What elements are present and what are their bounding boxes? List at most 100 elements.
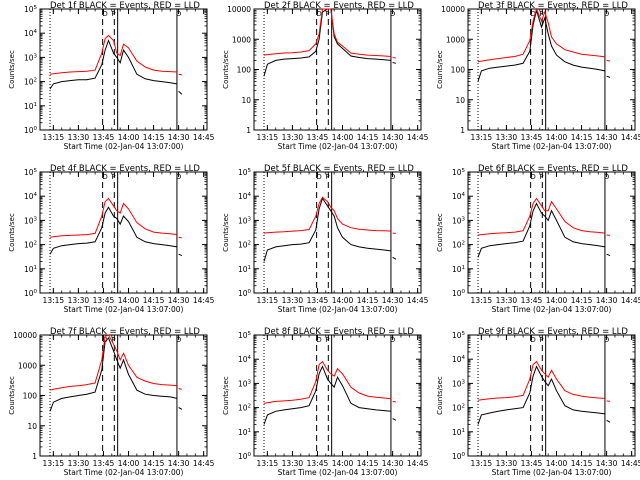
y-tick-label: 102 <box>24 78 37 87</box>
plot-frame <box>467 334 636 457</box>
x-tick-label: 13:15 <box>471 133 493 142</box>
x-tick-label: 14:45 <box>621 133 640 142</box>
series-events-line <box>263 365 397 425</box>
y-tick-label: 105 <box>24 168 38 177</box>
y-tick-label: 104 <box>24 192 38 201</box>
y-axis-label: Counts/sec <box>436 50 444 89</box>
x-tick-label: 14:00 <box>332 459 354 468</box>
x-axis-label: Start Time (02-Jan-04 13:07:00) <box>278 142 398 151</box>
x-tick-label: 13:15 <box>471 296 493 305</box>
x-tick-label: 14:45 <box>621 459 640 468</box>
period-marker: D <box>604 336 609 344</box>
period-marker: P <box>111 173 115 181</box>
x-tick-label: 14:15 <box>571 296 593 305</box>
y-tick-label: 1 <box>460 126 465 135</box>
period-marker: D <box>176 10 181 18</box>
x-tick-label: 14:30 <box>382 459 404 468</box>
period-marker: D <box>176 336 181 344</box>
x-tick-label: 13:15 <box>257 459 279 468</box>
x-axis-label: Start Time (02-Jan-04 13:07:00) <box>492 468 612 477</box>
y-tick-label: 103 <box>24 216 38 225</box>
y-tick-label: 103 <box>238 216 252 225</box>
x-tick-label: 14:15 <box>143 296 165 305</box>
x-tick-label: 13:45 <box>93 459 115 468</box>
y-tick-label: 105 <box>238 168 252 177</box>
plot-frame <box>253 171 422 294</box>
period-marker: D <box>530 10 535 18</box>
x-tick-label: 13:45 <box>521 296 543 305</box>
x-tick-label: 13:15 <box>257 133 279 142</box>
y-tick-label: 100 <box>23 392 38 401</box>
x-tick-label: 13:30 <box>68 296 90 305</box>
x-tick-label: 14:30 <box>382 133 404 142</box>
y-tick-label: 100 <box>24 289 38 298</box>
period-marker: D <box>176 173 181 181</box>
period-marker: D <box>316 10 321 18</box>
series-lld-line <box>477 197 611 236</box>
period-marker: D <box>604 10 609 18</box>
x-tick-label: 14:45 <box>407 133 429 142</box>
x-tick-label: 13:15 <box>43 133 65 142</box>
y-tick-label: 101 <box>238 265 251 274</box>
y-tick-label: 105 <box>452 331 466 340</box>
x-tick-label: 13:15 <box>257 296 279 305</box>
x-tick-label: 13:15 <box>43 296 65 305</box>
y-tick-label: 101 <box>238 428 251 437</box>
panel-5: Det 5f BLACK = Events, RED = LLD 100 101 10… <box>222 164 429 314</box>
y-axis-label: Counts/sec <box>436 213 444 252</box>
x-tick-label: 13:30 <box>282 133 304 142</box>
x-tick-label: 14:45 <box>407 296 429 305</box>
y-axis-label: Counts/sec <box>436 376 444 415</box>
x-tick-label: 13:45 <box>307 133 329 142</box>
x-tick-label: 13:30 <box>68 459 90 468</box>
x-tick-label: 14:00 <box>546 296 568 305</box>
y-tick-label: 105 <box>24 5 38 14</box>
x-tick-label: 13:30 <box>282 459 304 468</box>
y-axis-label: Counts/sec <box>8 50 16 89</box>
chart-title: Det 1f BLACK = Events, RED = LLD <box>50 1 200 11</box>
y-tick-label: 100 <box>451 66 466 75</box>
series-lld-line <box>49 197 182 239</box>
period-marker: D <box>390 336 395 344</box>
x-tick-label: 13:15 <box>471 459 493 468</box>
x-tick-label: 14:45 <box>193 296 215 305</box>
y-axis-label: Counts/sec <box>222 50 230 89</box>
period-marker: D <box>530 173 535 181</box>
x-tick-label: 13:30 <box>282 296 304 305</box>
x-tick-label: 14:45 <box>193 459 215 468</box>
period-marker: D <box>530 336 535 344</box>
series-lld-line <box>263 196 396 234</box>
x-tick-label: 14:30 <box>596 296 618 305</box>
x-tick-label: 13:45 <box>307 459 329 468</box>
y-tick-label: 1 <box>246 126 251 135</box>
x-tick-label: 14:30 <box>168 459 190 468</box>
y-tick-label: 100 <box>238 289 252 298</box>
y-axis-label: Counts/sec <box>222 213 230 252</box>
y-axis-label: Counts/sec <box>8 213 16 252</box>
panel-6: Det 6f BLACK = Events, RED = LLD 100 101 10… <box>436 164 640 314</box>
plot-frame <box>253 334 422 457</box>
x-tick-label: 13:30 <box>68 133 90 142</box>
y-tick-label: 103 <box>24 53 38 62</box>
period-marker: P <box>111 10 115 18</box>
period-marker: D <box>316 173 321 181</box>
x-tick-label: 14:15 <box>571 133 593 142</box>
y-tick-label: 1000 <box>232 35 251 44</box>
x-tick-label: 14:00 <box>118 459 140 468</box>
series-lld-line <box>477 7 611 63</box>
series-events-line <box>477 202 611 258</box>
chart-title: Det 3f BLACK = Events, RED = LLD <box>478 1 628 11</box>
period-marker: D <box>390 173 395 181</box>
period-marker: D <box>316 336 321 344</box>
x-tick-label: 14:00 <box>332 133 354 142</box>
series-lld-line <box>49 334 183 391</box>
y-tick-label: 105 <box>452 168 466 177</box>
panel-7: Det 7f BLACK = Events, RED = LLD 1 10 100 10… <box>8 327 215 477</box>
y-tick-label: 1000 <box>446 35 465 44</box>
period-marker: P <box>539 10 543 18</box>
y-tick-label: 101 <box>24 265 37 274</box>
panel-9: Det 9f BLACK = Events, RED = LLD 100 101 10… <box>436 327 640 477</box>
y-tick-label: 102 <box>24 241 37 250</box>
y-tick-label: 104 <box>452 192 466 201</box>
